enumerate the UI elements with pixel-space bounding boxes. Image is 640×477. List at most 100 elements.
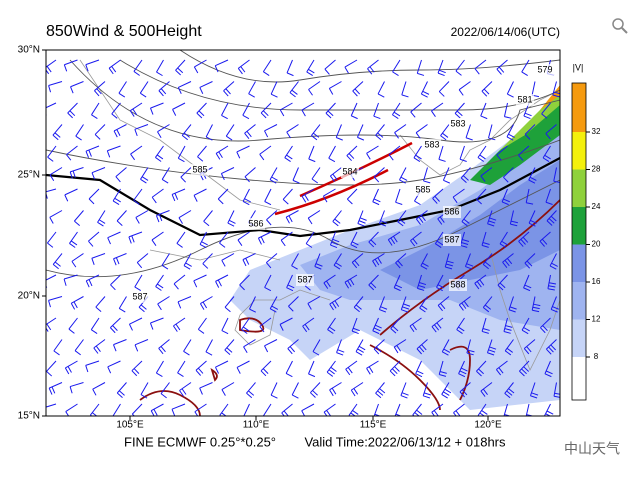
wind-barb — [390, 317, 401, 334]
colorbar-swatch — [572, 207, 586, 245]
wind-barb — [149, 317, 164, 330]
wind-barb — [149, 102, 164, 115]
watermark: 中山天气 — [564, 441, 620, 457]
wind-barb — [373, 167, 385, 183]
wind-barb — [205, 124, 213, 141]
wind-barb — [393, 339, 407, 354]
wind-barb — [106, 145, 121, 158]
wind-barb — [531, 296, 541, 313]
wind-barb — [248, 81, 256, 98]
wind-barb — [325, 102, 336, 119]
lat-label: 20°N — [18, 291, 40, 302]
wind-barb — [476, 360, 487, 377]
wind-barb — [64, 360, 78, 375]
wind-barb — [85, 145, 100, 158]
wind-barb — [133, 188, 143, 205]
wind-barb — [221, 382, 235, 396]
contour-label: 579 — [537, 64, 552, 74]
wind-barb — [135, 210, 149, 224]
wind-barb — [410, 102, 422, 118]
wind-barb — [488, 124, 496, 141]
wind-barb — [311, 124, 321, 141]
wind-barb — [524, 253, 536, 269]
wind-barb — [107, 360, 121, 374]
wind-barb — [524, 124, 536, 140]
wind-barb — [151, 231, 164, 247]
wind-barb — [523, 274, 532, 292]
search-icon[interactable] — [612, 18, 628, 34]
wind-barb — [183, 339, 192, 356]
contour-label: 587 — [444, 234, 459, 244]
wind-barb — [270, 382, 278, 399]
wind-barb — [128, 231, 143, 244]
wind-barb — [196, 102, 207, 119]
wind-barb — [266, 210, 278, 226]
wind-barb — [357, 210, 367, 227]
wind-barb — [521, 317, 530, 335]
wind-barb — [553, 167, 560, 183]
wind-barb — [416, 339, 428, 355]
colorbar-swatch — [572, 132, 586, 170]
wind-barb — [288, 296, 299, 312]
lon-label: 115°E — [360, 420, 387, 431]
wind-barb — [161, 253, 170, 270]
wind-barb — [302, 317, 315, 333]
wind-barb — [244, 124, 256, 140]
wind-barb — [63, 59, 78, 72]
colorbar-tick-label: 20 — [592, 240, 601, 249]
wind-barb — [352, 81, 364, 97]
wind-barb — [546, 210, 557, 226]
wind-barb — [415, 360, 424, 378]
wind-barb — [441, 382, 452, 399]
wind-barb — [70, 81, 84, 94]
wind-barb — [236, 145, 250, 159]
wind-barb — [528, 210, 537, 227]
wind-barb — [312, 339, 321, 356]
wind-barb — [329, 167, 342, 182]
wind-barb — [264, 339, 278, 353]
wind-barb — [458, 296, 471, 311]
wind-barb — [328, 81, 342, 95]
wind-barb — [69, 382, 84, 394]
wind-barb — [326, 360, 337, 377]
wind-barb — [116, 210, 127, 226]
wind-barb — [351, 317, 360, 335]
valid-time: Valid Time:2022/06/13/12 + 018hrs — [304, 434, 506, 449]
wind-barb — [260, 360, 272, 377]
wind-barb — [134, 124, 149, 137]
wind-barb — [419, 296, 428, 313]
wind-barb — [88, 188, 100, 205]
wind-barb — [194, 403, 207, 416]
wind-barb — [323, 188, 336, 203]
wind-barb — [109, 317, 121, 334]
wind-barb — [372, 253, 385, 268]
wind-barb — [416, 274, 427, 291]
wind-barb — [545, 188, 553, 205]
wind-barb — [389, 360, 401, 377]
wind-barb — [440, 124, 450, 141]
init-time: 2022/06/14/06(UTC) — [451, 25, 560, 39]
wind-barb — [179, 382, 192, 397]
wind-barb — [97, 210, 106, 227]
wind-barb — [442, 167, 451, 184]
map-title: 850Wind & 500Height — [46, 23, 202, 40]
wind-barb — [539, 231, 551, 247]
wind-barb — [95, 296, 106, 313]
contour-label-bg — [449, 279, 467, 291]
wind-barb — [423, 167, 431, 184]
wind-barb — [305, 231, 315, 248]
wind-barb — [373, 339, 385, 355]
wind-barb — [111, 102, 121, 119]
wind-barb — [180, 167, 192, 183]
wind-barb — [503, 167, 514, 183]
wind-barb — [465, 124, 473, 141]
wind-barb — [177, 81, 192, 94]
wind-barb — [420, 253, 429, 270]
wind-barb — [66, 145, 78, 161]
wind-barb — [547, 274, 557, 291]
wind-barb — [306, 59, 315, 77]
wind-barb — [215, 274, 229, 288]
wind-barb — [308, 81, 321, 96]
wind-barb — [199, 81, 213, 94]
wind-barb — [292, 167, 300, 184]
